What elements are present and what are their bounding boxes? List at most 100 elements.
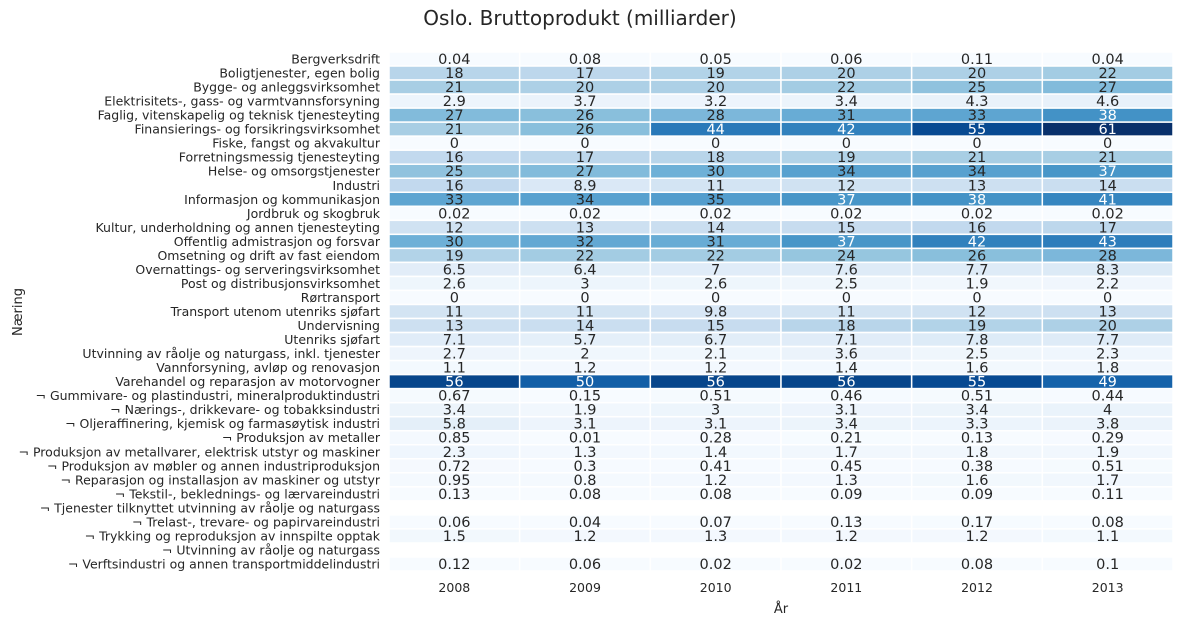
column-label: 2013	[1092, 580, 1124, 595]
cell-value-label: 42	[837, 122, 855, 138]
cell-value-label: 18	[706, 150, 724, 166]
cell-value-label: 2.2	[1096, 276, 1119, 292]
row-label: ¬ Reparasjon og installasjon av maskiner…	[61, 472, 381, 487]
cell-value-label: 0	[972, 136, 981, 152]
cell-value-label: 34	[576, 192, 594, 208]
cell-value-label: 0.3	[573, 459, 596, 475]
cell-value-label: 32	[576, 234, 594, 250]
cell-value-label: 20	[1098, 319, 1116, 335]
cell-value-label: 14	[706, 220, 724, 236]
cell-value-label: 55	[968, 122, 986, 138]
cell-value-label: 13	[1098, 305, 1116, 321]
cell-value-label: 0.02	[961, 206, 993, 222]
column-label: 2009	[569, 580, 601, 595]
row-label: ¬ Verftsindustri og annen transportmidde…	[68, 556, 380, 571]
cell-value-label: 0.07	[700, 515, 732, 531]
cell-value-label: 17	[576, 66, 594, 82]
cell-value-label: 0.13	[961, 431, 993, 447]
cell-value-label: 3.3	[965, 417, 988, 433]
cell-value-label: 0.12	[438, 557, 470, 573]
row-label: Undervisning	[298, 318, 380, 333]
row-label: Elektrisitets-, gass- og varmtvannsforsy…	[104, 94, 380, 109]
cell-value-label: 0.08	[700, 487, 732, 503]
cell-value-label: 3.7	[573, 94, 596, 110]
cell-value-label: 6.5	[443, 262, 466, 278]
row-label: ¬ Produksjon av møbler og annen industri…	[47, 458, 380, 473]
cell-value-label: 2.6	[443, 276, 466, 292]
cell-value-label: 1.8	[965, 445, 988, 461]
cell-value-label: 1.3	[835, 473, 858, 489]
cell-value-label: 1.3	[704, 529, 727, 545]
cell-value-label: 0.01	[569, 431, 601, 447]
chart-title: Oslo. Bruttoprodukt (milliarder)	[423, 6, 736, 30]
cell-value-label: 56	[445, 375, 463, 391]
cell-value-label: 14	[1098, 178, 1116, 194]
cell-value-label: 7.1	[443, 333, 466, 349]
cell-value-label: 0.11	[1092, 487, 1124, 503]
cell-value-label: 1.2	[704, 361, 727, 377]
cell-value-label: 1.7	[835, 445, 858, 461]
cell-value-label: 18	[445, 66, 463, 82]
cell-value-label: 6.7	[704, 333, 727, 349]
cell-value-label: 0.85	[438, 431, 470, 447]
cell-value-label: 26	[968, 248, 986, 264]
column-label: 2010	[700, 580, 732, 595]
cell-value-label: 3	[711, 403, 720, 419]
cell-value-label: 7	[711, 262, 720, 278]
cell-value-label: 30	[706, 164, 724, 180]
cell-value-label: 0.02	[438, 206, 470, 222]
heatmap-cells	[388, 51, 1174, 572]
cell-value-label: 26	[576, 108, 594, 124]
heatmap-cell	[1041, 556, 1174, 572]
cell-value-label: 22	[706, 248, 724, 264]
cell-value-label: 2.3	[1096, 347, 1119, 363]
cell-value-label: 1.2	[704, 473, 727, 489]
cell-value-label: 13	[445, 319, 463, 335]
cell-value-label: 0.29	[1092, 431, 1124, 447]
cell-value-label: 1.4	[704, 445, 727, 461]
cell-value-label: 0.51	[961, 389, 993, 405]
cell-value-label: 1.6	[965, 473, 988, 489]
cell-value-label: 37	[837, 234, 855, 250]
row-label: Finansierings- og forsikringsvirksomhet	[135, 122, 381, 137]
cell-value-label: 14	[576, 319, 594, 335]
cell-value-label: 27	[576, 164, 594, 180]
cell-value-label: 0	[711, 136, 720, 152]
cell-value-label: 7.6	[835, 262, 858, 278]
cell-value-label: 8.3	[1096, 262, 1119, 278]
cell-value-label: 0.02	[830, 557, 862, 573]
cell-value-label: 3.8	[1096, 417, 1119, 433]
cell-value-label: 1.2	[835, 529, 858, 545]
column-label: 2012	[961, 580, 993, 595]
cell-value-label: 0.09	[961, 487, 993, 503]
row-label: Industri	[333, 178, 381, 193]
cell-value-label: 31	[837, 108, 855, 124]
row-label: Bergverksdrift	[291, 52, 380, 67]
heatmap-cell	[1041, 486, 1174, 502]
cell-value-label: 50	[576, 375, 594, 391]
cell-value-label: 24	[837, 248, 855, 264]
cell-value-label: 0.44	[1092, 389, 1124, 405]
cell-value-label: 5.7	[573, 333, 596, 349]
cell-value-label: 13	[576, 220, 594, 236]
cell-value-label: 18	[837, 319, 855, 335]
row-label: Fiske, fangst og akvakultur	[212, 136, 381, 151]
cell-value-label: 1.9	[965, 276, 988, 292]
cell-value-label: 3.1	[835, 403, 858, 419]
cell-value-label: 1.5	[443, 529, 466, 545]
cell-value-label: 16	[968, 220, 986, 236]
cell-value-label: 3.4	[835, 94, 858, 110]
row-label: Overnattings- og serveringsvirksomhet	[135, 262, 380, 277]
cell-value-label: 0.95	[438, 473, 470, 489]
cell-value-label: 49	[1098, 375, 1116, 391]
cell-value-label: 3.6	[835, 347, 858, 363]
cell-value-label: 1.2	[573, 361, 596, 377]
cell-value-label: 21	[1098, 150, 1116, 166]
cell-value-label: 0.46	[830, 389, 862, 405]
cell-value-label: 8.9	[573, 178, 596, 194]
cell-value-label: 0.08	[1092, 515, 1124, 531]
cell-value-label: 4	[1103, 403, 1112, 419]
row-label: ¬ Produksjon av metallvarer, elektrisk u…	[19, 444, 381, 459]
column-labels: 2008 2009 2010 2011 2012 2013	[438, 580, 1123, 595]
cell-value-label: 0.72	[438, 459, 470, 475]
